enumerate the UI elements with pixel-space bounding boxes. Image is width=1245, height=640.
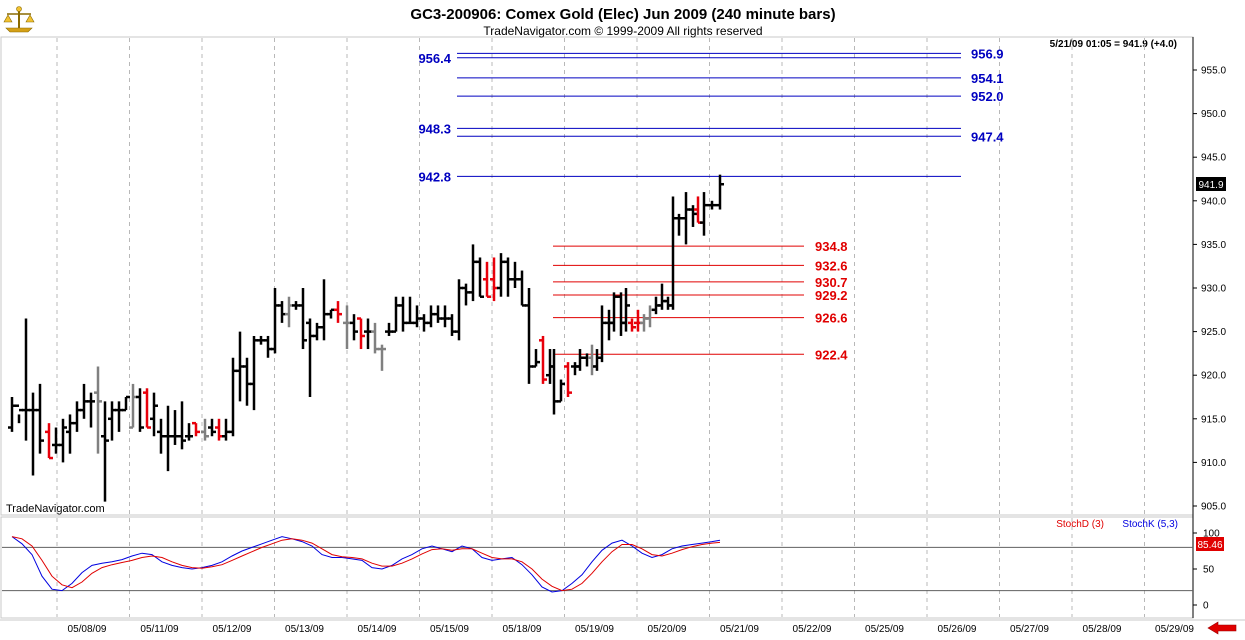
x-tick-label: 05/21/09 (720, 624, 759, 635)
ohlc-bar (178, 401, 186, 450)
ohlc-bar (59, 418, 67, 463)
ohlc-bar (628, 318, 636, 332)
ohlc-bar (378, 344, 386, 371)
ohlc-bar (150, 392, 158, 437)
x-tick-label: 05/13/09 (285, 624, 324, 635)
support-label: 934.8 (815, 239, 848, 254)
x-axis-ticks: 05/08/09 05/11/09 05/12/09 05/13/09 05/14/09… (68, 624, 1195, 635)
y-tick-label: 905.0 (1201, 502, 1226, 513)
x-tick-label: 05/08/09 (68, 624, 107, 635)
ohlc-bar (708, 200, 716, 210)
last-price-label: 941.9 (1198, 180, 1223, 191)
ohlc-bar (87, 392, 95, 428)
ohlc-bar (483, 261, 491, 298)
price-y-axis-ticks: 905.0 910.0 915.0 920.0 925.0 930.0 935.0 940.0… (1193, 66, 1226, 513)
ohlc-bar (539, 335, 547, 384)
legend-stochd: StochD (3) (1056, 519, 1104, 530)
y-tick-label: 910.0 (1201, 458, 1226, 469)
ohlc-bar (94, 366, 102, 454)
x-tick-label: 05/19/09 (575, 624, 614, 635)
watermark: TradeNavigator.com (6, 503, 105, 515)
y-tick-label: 940.0 (1201, 196, 1226, 207)
copyright-text: TradeNavigator.com © 1999-2009 All right… (483, 24, 762, 38)
resistance-label: 956.9 (971, 46, 1004, 61)
y-tick-label: 950.0 (1201, 109, 1226, 120)
ohlc-bar (476, 257, 484, 298)
resistance-levels: 956.4 956.9 954.1 952.0 948.3 947.4 942.8 (418, 46, 1004, 184)
resistance-label: 952.0 (971, 89, 1004, 104)
x-tick-label: 05/14/09 (358, 624, 397, 635)
ohlc-bar (143, 388, 151, 429)
stoch-reference-lines (2, 546, 1193, 592)
ohlc-bar (564, 362, 572, 397)
ohlc-bar (45, 423, 53, 460)
y-tick-label: 925.0 (1201, 327, 1226, 338)
support-label: 929.2 (815, 288, 848, 303)
x-tick-label: 05/27/09 (1010, 624, 1049, 635)
ohlc-bars (8, 174, 724, 502)
support-label: 932.6 (815, 258, 848, 273)
last-price-badge (1196, 177, 1226, 191)
legend-stochk: StochK (5,3) (1122, 519, 1178, 530)
stoch-last-badge (1196, 537, 1224, 551)
resistance-label: 942.8 (418, 169, 451, 184)
x-tick-label: 05/15/09 (430, 624, 469, 635)
ohlc-bar (36, 383, 44, 454)
support-label: 922.4 (815, 347, 848, 362)
y-tick-label: 935.0 (1201, 240, 1226, 251)
ohlc-bar (192, 421, 200, 437)
y-tick-label: 920.0 (1201, 371, 1226, 382)
stoch-series (11, 536, 721, 593)
ohlc-bar (357, 317, 365, 350)
x-tick-label: 05/11/09 (140, 624, 179, 635)
y-tick-label: 955.0 (1201, 66, 1226, 77)
x-tick-label: 05/20/09 (648, 624, 687, 635)
stochd-line (11, 536, 721, 592)
stoch-last-label: 85.46 (1197, 540, 1222, 551)
support-label: 930.7 (815, 275, 848, 290)
last-quote-text: 5/21/09 01:05 = 941.9 (+4.0) (1050, 39, 1177, 50)
support-label: 926.6 (815, 311, 848, 326)
ohlc-bar (716, 174, 724, 210)
x-tick-label: 05/29/09 (1155, 624, 1194, 635)
y-tick-label: 930.0 (1201, 284, 1226, 295)
ohlc-bar (334, 301, 342, 323)
ohlc-bar (122, 395, 130, 412)
ohlc-bar (185, 423, 193, 441)
ohlc-bar (700, 192, 708, 236)
stoch-y-tick-label: 50 (1203, 565, 1215, 576)
ohlc-bar (101, 401, 109, 502)
scales-logo-icon (3, 6, 35, 33)
x-tick-label: 05/25/09 (865, 624, 904, 635)
resistance-label: 947.4 (971, 129, 1004, 144)
stoch-y-axis-ticks: 0 50 100 (1193, 529, 1220, 612)
x-tick-label: 05/28/09 (1083, 624, 1122, 635)
x-tick-label: 05/12/09 (213, 624, 252, 635)
x-tick-label: 05/26/09 (938, 624, 977, 635)
resistance-label: 956.4 (418, 51, 451, 66)
ohlc-bar (622, 288, 630, 332)
ohlc-bar (299, 288, 307, 350)
ohlc-bar (136, 388, 144, 432)
stochk-line (11, 536, 721, 593)
resistance-label: 948.3 (418, 121, 451, 136)
arrow-left-icon[interactable] (1207, 621, 1237, 635)
y-tick-label: 915.0 (1201, 414, 1226, 425)
y-tick-label: 945.0 (1201, 153, 1226, 164)
ohlc-bar (557, 379, 565, 403)
x-tick-label: 05/22/09 (793, 624, 832, 635)
ohlc-bar (208, 418, 216, 437)
ohlc-bar (689, 205, 697, 227)
chart-title: GC3-200906: Comex Gold (Elec) Jun 2009 (… (410, 6, 835, 23)
ohlc-bar (201, 418, 209, 441)
ohlc-bar (350, 314, 358, 341)
stoch-y-tick-label: 100 (1203, 529, 1220, 540)
x-tick-label: 05/18/09 (503, 624, 542, 635)
ohlc-bar (532, 349, 540, 368)
stoch-y-tick-label: 0 (1203, 601, 1209, 612)
resistance-label: 954.1 (971, 71, 1004, 86)
